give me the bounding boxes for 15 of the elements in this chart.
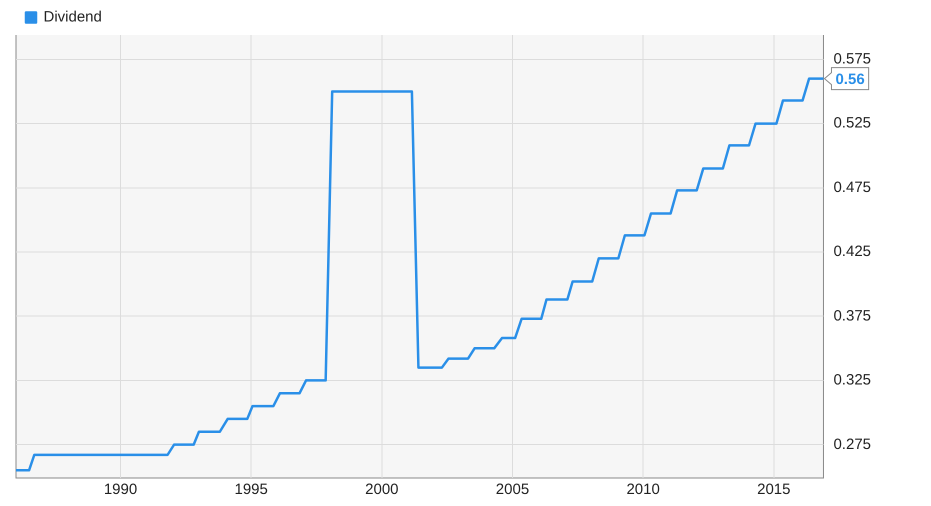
y-tick-label: 0.525 — [833, 114, 872, 132]
x-tick-label: 2010 — [626, 481, 660, 498]
x-tick-label: 2015 — [757, 481, 790, 498]
x-tick-label: 2005 — [496, 481, 530, 498]
y-tick-label: 0.475 — [833, 178, 872, 196]
y-tick-label: 0.425 — [833, 243, 872, 260]
legend-label: Dividend — [44, 8, 102, 26]
y-tick-label: 0.375 — [833, 307, 872, 324]
annotation: 0.56 — [835, 70, 865, 88]
x-tick-label: 1990 — [104, 481, 138, 498]
x-tick-label: 1995 — [234, 481, 268, 498]
y-tick-label: 0.325 — [833, 372, 872, 389]
x-tick-label: 2000 — [365, 481, 399, 498]
y-tick-label: 0.575 — [833, 50, 872, 68]
y-tick-label: 0.275 — [833, 436, 872, 453]
